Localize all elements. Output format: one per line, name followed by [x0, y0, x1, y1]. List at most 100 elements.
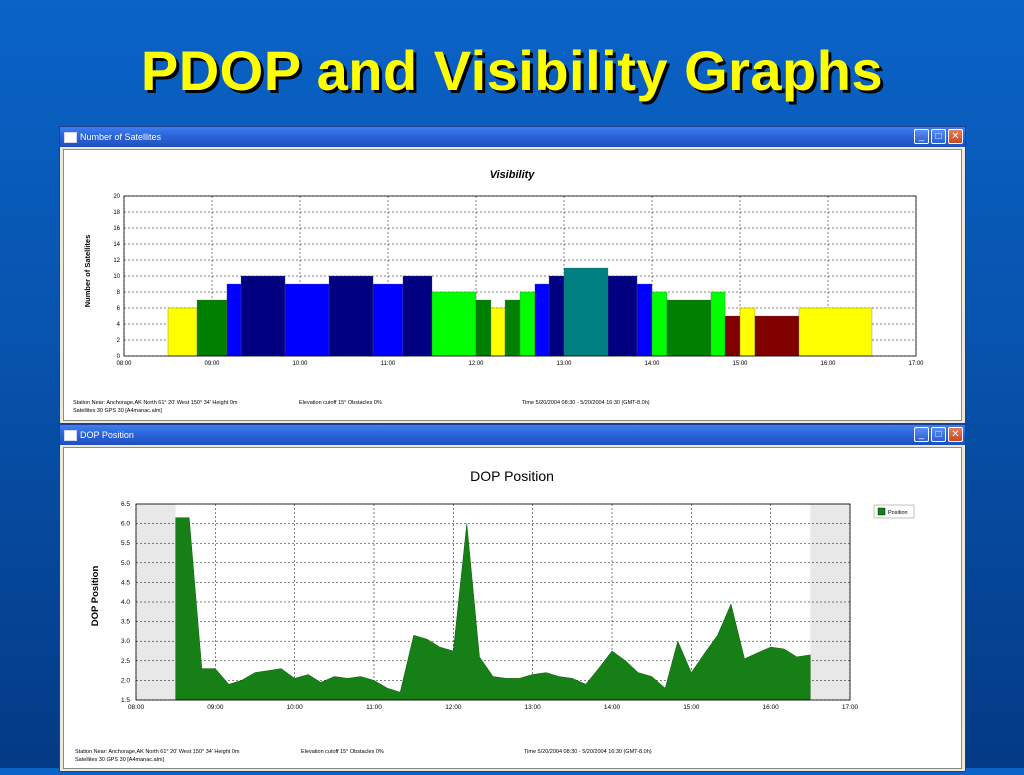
- y-tick-label: 4.0: [121, 599, 130, 606]
- bar: [754, 315, 800, 357]
- footer-station: Station Near: Anchorage,AK North 61° 20'…: [75, 749, 240, 755]
- y-axis-label: DOP Position: [90, 566, 101, 627]
- bar: [402, 275, 433, 357]
- chart-title: DOP Position: [470, 468, 554, 484]
- bar: [710, 291, 726, 357]
- legend-swatch: [877, 507, 886, 516]
- y-tick-label: 20: [113, 194, 120, 200]
- bar: [196, 299, 228, 357]
- bar: [651, 291, 668, 357]
- chart-title: Visibility: [490, 169, 536, 181]
- footer-station: Station Near: Anchorage,AK North 61° 20'…: [73, 400, 238, 406]
- footer-satellites: Satellites 30 GPS 30 [A4manac.alm]: [73, 408, 162, 414]
- bar: [372, 283, 404, 357]
- bar: [328, 275, 374, 357]
- dop-content: DOP Position 1.5 2.0 2.5 3.0 3.5 4.0 4.5 5.0 5.5…: [63, 447, 962, 769]
- x-tick-label: 12:00: [468, 361, 484, 367]
- x-tick-label: 14:00: [644, 361, 660, 367]
- close-button[interactable]: ✕: [948, 129, 963, 144]
- y-tick-label: 2: [117, 338, 121, 344]
- y-tick-label: 3.0: [121, 638, 130, 645]
- satellites-titlebar[interactable]: Number of Satellites _ □ ✕: [60, 127, 965, 147]
- bar: [607, 275, 638, 357]
- window-title: Number of Satellites: [80, 132, 162, 142]
- y-axis-label: Number of Satellites: [83, 235, 92, 308]
- visibility-chart: Visibility 0 2 4 6 8 10 12 14 16 18 20 08:00 09:00 10…: [73, 169, 924, 414]
- y-tick-label: 2.5: [121, 658, 130, 665]
- bar: [724, 315, 741, 357]
- bar: [666, 299, 712, 357]
- x-tick-label: 17:00: [908, 361, 924, 367]
- x-tick-label: 17:00: [842, 704, 859, 711]
- y-tick-label: 18: [113, 210, 120, 216]
- bar: [504, 299, 521, 357]
- y-tick-label: 5.5: [121, 540, 130, 547]
- slide-title: PDOP and Visibility Graphs: [140, 39, 884, 102]
- bar: [490, 307, 506, 357]
- x-tick-label: 16:00: [763, 704, 780, 711]
- dop-window: DOP Position _ □ ✕ DOP Position 1.5 2.0 2.…: [59, 424, 966, 772]
- footer-elevation: Elevation cutoff 15° Obstacles 0%: [299, 400, 382, 406]
- x-tick-label: 09:00: [204, 361, 220, 367]
- y-tick-label: 1.5: [121, 697, 130, 704]
- footer-satellites: Satellites 30 GPS 30 [A4manac.alm]: [75, 757, 164, 763]
- maximize-button[interactable]: □: [931, 427, 946, 442]
- x-tick-label: 12:00: [445, 704, 462, 711]
- x-tick-label: 09:00: [207, 704, 224, 711]
- window-app-icon: [64, 132, 77, 143]
- bar: [519, 291, 536, 357]
- minimize-button[interactable]: _: [914, 427, 929, 442]
- window-app-icon: [64, 430, 77, 441]
- y-tick-label: 6: [117, 306, 121, 312]
- y-tick-label: 10: [113, 274, 120, 280]
- x-tick-label: 15:00: [683, 704, 700, 711]
- legend: Position: [873, 504, 915, 519]
- plot-frame: [135, 503, 851, 701]
- y-tick-label: 4: [117, 322, 121, 328]
- legend-label: Position: [888, 510, 908, 516]
- bar: [798, 307, 873, 357]
- x-tick-label: 11:00: [381, 361, 396, 367]
- series-area-position: [175, 517, 811, 701]
- x-tick-label: 10:00: [287, 704, 304, 711]
- bar: [240, 275, 286, 357]
- footer-elevation: Elevation cutoff 15° Obstacles 0%: [301, 749, 384, 755]
- bar: [226, 283, 242, 357]
- footer-time: Time 5/20/2004 08:30 - 5/20/2004 16:30 (…: [522, 400, 650, 406]
- x-tick-label: 16:00: [820, 361, 836, 367]
- window-title: DOP Position: [80, 430, 134, 440]
- maximize-button[interactable]: □: [931, 129, 946, 144]
- satellites-window: Number of Satellites _ □ ✕ Visibility 0 2…: [59, 126, 966, 424]
- bar: [636, 283, 653, 357]
- close-button[interactable]: ✕: [948, 427, 963, 442]
- y-tick-label: 16: [113, 226, 120, 232]
- x-tick-label: 13:00: [556, 361, 572, 367]
- x-tick-label: 11:00: [366, 704, 382, 711]
- y-tick-label: 3.5: [121, 619, 130, 626]
- y-tick-label: 5.0: [121, 560, 130, 567]
- footer-time: Time 5/20/2004 08:30 - 5/20/2004 16:30 (…: [524, 749, 652, 755]
- x-tick-label: 15:00: [732, 361, 748, 367]
- y-tick-label: 12: [113, 258, 120, 264]
- dop-chart: DOP Position 1.5 2.0 2.5 3.0 3.5 4.0 4.5 5.0 5.5…: [75, 468, 915, 763]
- plot-frame: [123, 195, 917, 357]
- bar: [739, 307, 756, 357]
- minimize-button[interactable]: _: [914, 129, 929, 144]
- bar: [563, 267, 609, 357]
- y-tick-label: 6.5: [121, 501, 130, 508]
- satellites-content: Visibility 0 2 4 6 8 10 12 14 16 18 20 08:00 09:00 10…: [63, 149, 962, 421]
- x-tick-label: 10:00: [292, 361, 308, 367]
- x-tick-label: 13:00: [525, 704, 542, 711]
- y-tick-label: 4.5: [121, 579, 130, 586]
- y-tick-label: 0: [117, 354, 121, 360]
- x-tick-label: 08:00: [128, 704, 145, 711]
- bar: [167, 307, 198, 357]
- x-tick-label: 14:00: [604, 704, 621, 711]
- bar: [284, 283, 330, 357]
- y-tick-label: 2.0: [121, 677, 130, 684]
- dop-titlebar[interactable]: DOP Position _ □ ✕: [60, 425, 965, 445]
- bar: [548, 275, 565, 357]
- y-tick-label: 14: [113, 242, 120, 248]
- bar: [475, 299, 492, 357]
- bar: [534, 283, 550, 357]
